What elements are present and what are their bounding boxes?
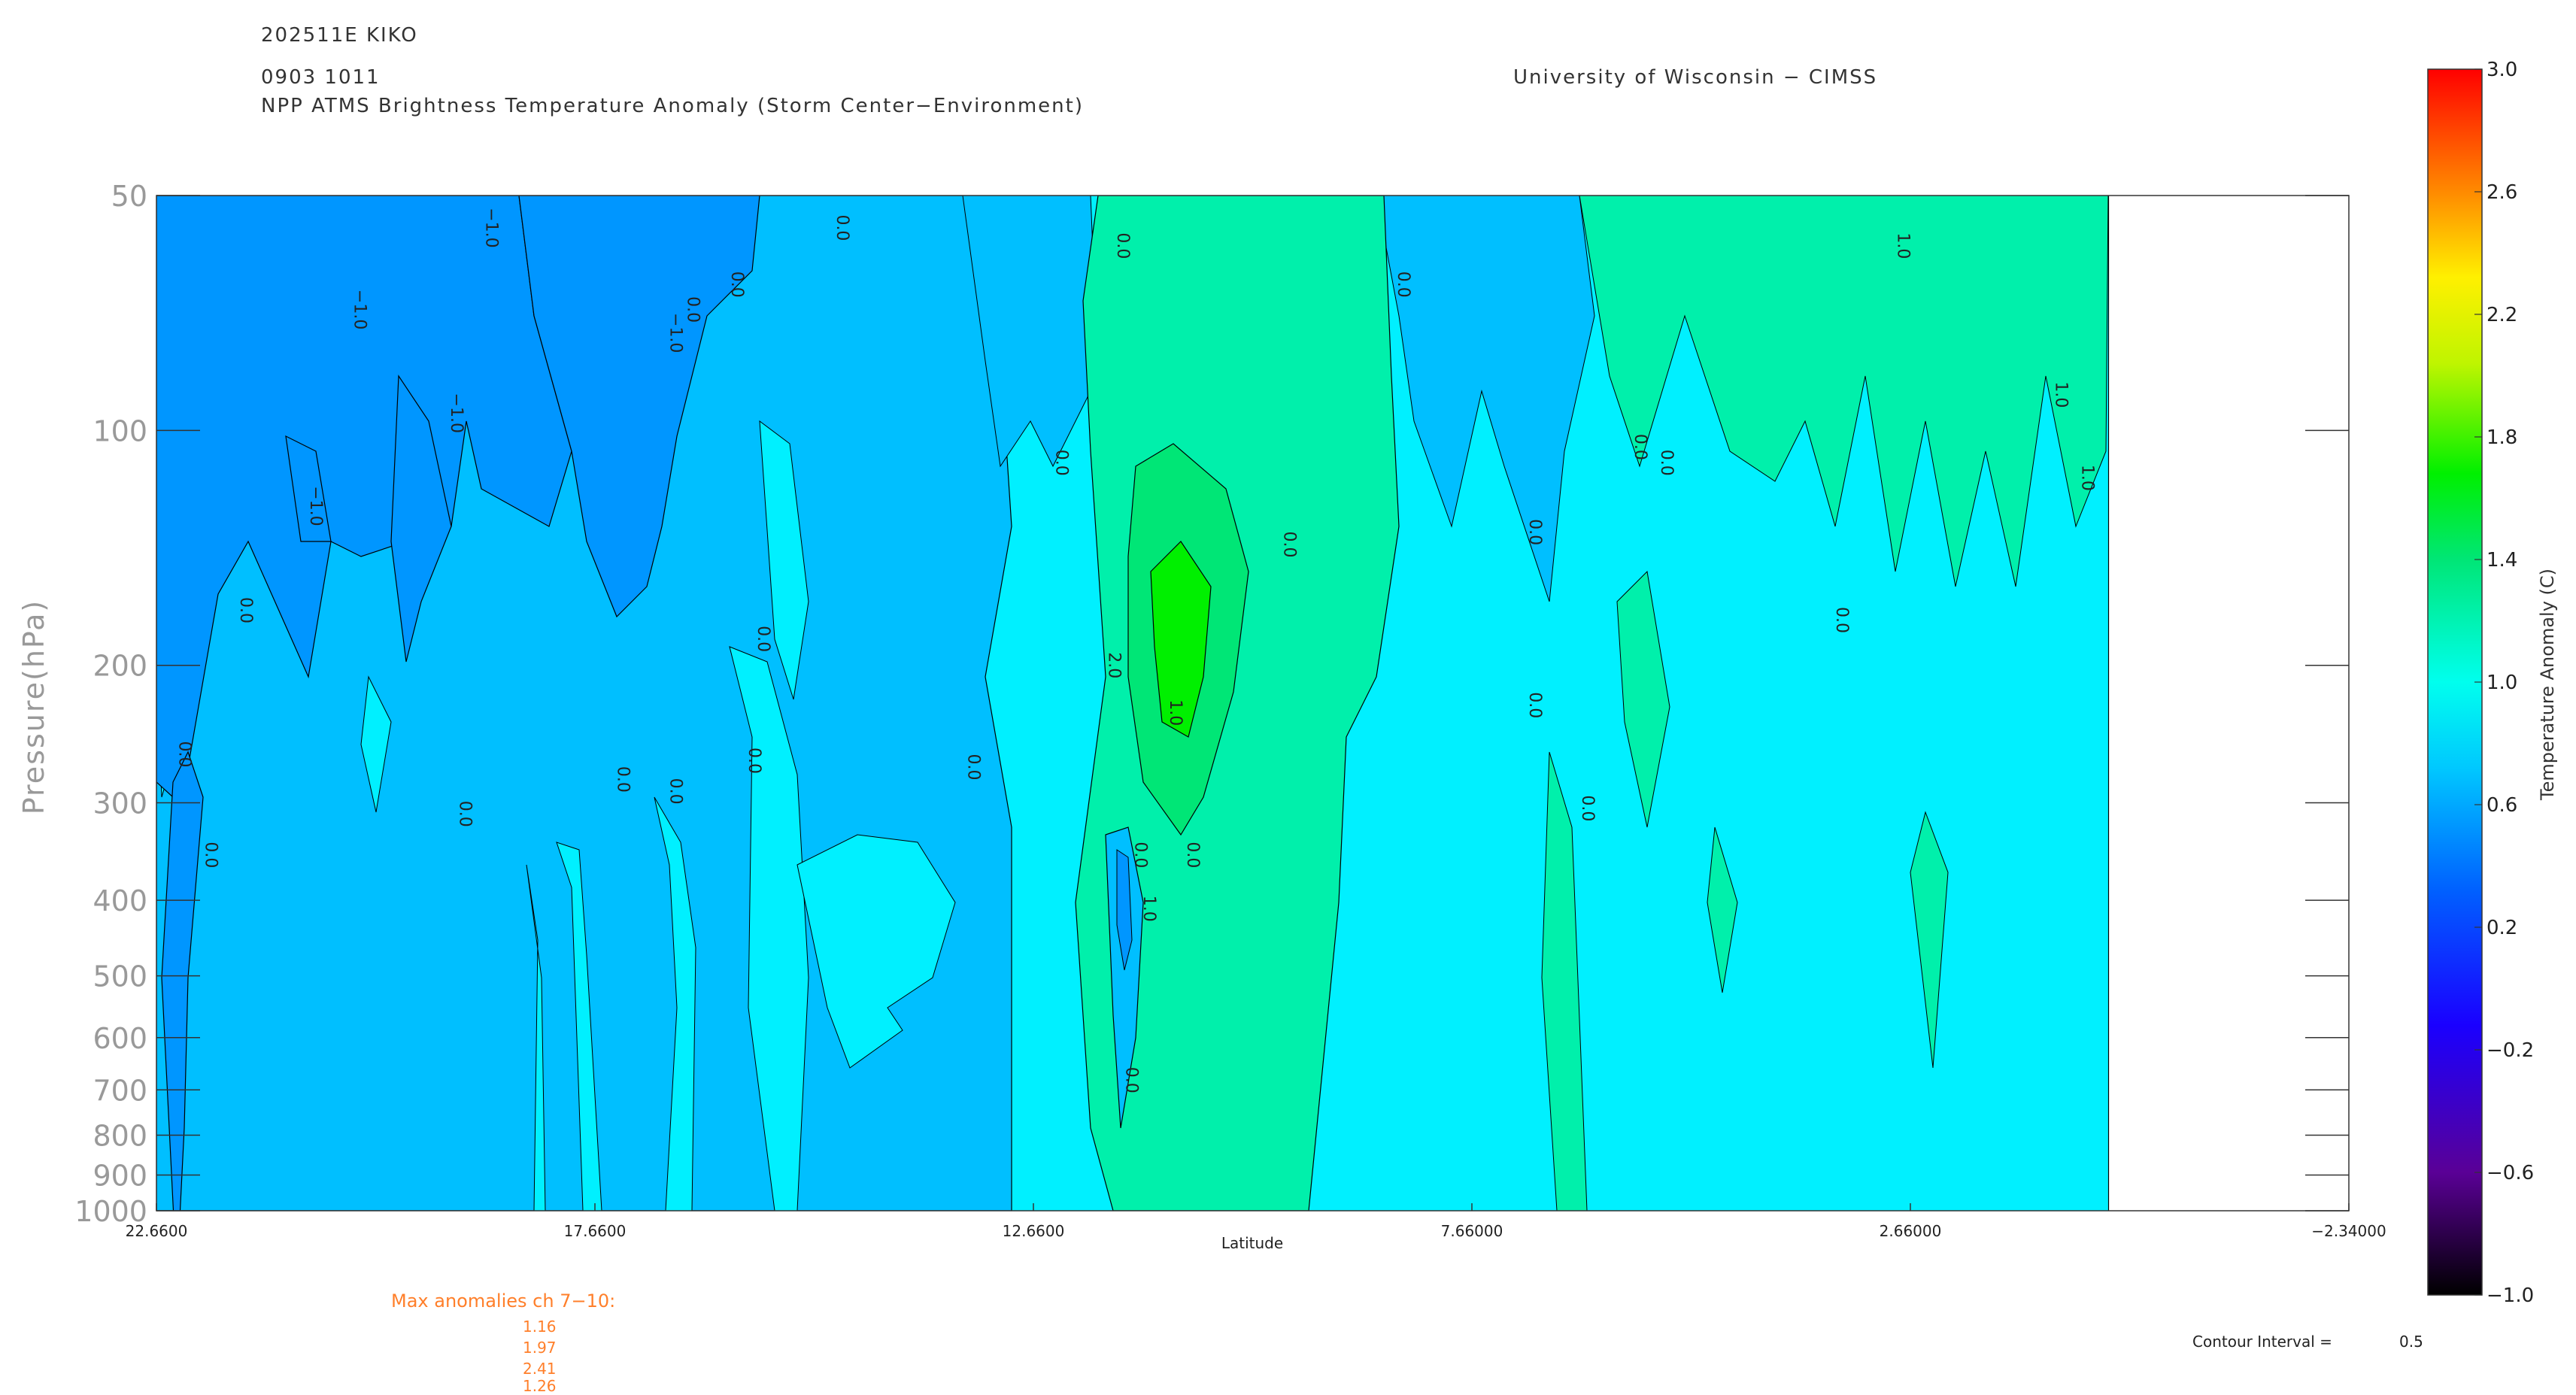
- datetime: 0903 1011: [261, 66, 381, 89]
- plot-frame: [156, 195, 2350, 1212]
- contour-label: 0.0: [1279, 531, 1298, 557]
- x-tick-label: 22.6600: [126, 1222, 188, 1240]
- contour-label: −1.0: [447, 393, 466, 433]
- y-tick-label: 800: [93, 1119, 147, 1152]
- contour-label: −1.0: [350, 290, 369, 329]
- max-anomaly-value: 1.16: [523, 1318, 557, 1336]
- contour-label: 1.0: [1166, 699, 1185, 726]
- y-tick-label: 400: [93, 884, 147, 917]
- contour-label: 0.0: [201, 842, 220, 868]
- colorbar-tick-label: 3.0: [2486, 59, 2517, 81]
- x-tick-label: 7.66000: [1441, 1222, 1503, 1240]
- colorbar-tick-label: 2.2: [2486, 304, 2517, 326]
- y-tick-label: 100: [93, 414, 147, 447]
- colorbar-tick-label: 1.8: [2486, 426, 2517, 449]
- x-tick-label: −2.34000: [2311, 1222, 2386, 1240]
- contour-label: 0.0: [1051, 450, 1070, 476]
- colorbar-tick-label: 0.2: [2486, 917, 2517, 939]
- contour-label: 0.0: [1183, 842, 1202, 868]
- contour-label: 0.0: [455, 801, 474, 827]
- contour-label: 1.0: [1139, 896, 1158, 922]
- contour-label: 0.0: [1631, 434, 1649, 460]
- contour-label: 1.0: [1894, 232, 1913, 259]
- contour-label: −1.0: [481, 208, 500, 247]
- contour-label: 0.0: [236, 597, 255, 623]
- contour-label: 0.0: [1525, 519, 1544, 545]
- max-anomaly-value: 2.41: [523, 1360, 557, 1378]
- contour-label: 0.0: [174, 741, 193, 767]
- contour-label: 2.0: [1104, 652, 1123, 678]
- institution: University of Wisconsin − CIMSS: [1513, 66, 1878, 89]
- y-tick-label: 1000: [74, 1195, 147, 1228]
- anomaly-field: [156, 196, 2349, 1211]
- storm-id: 202511E KIKO: [261, 24, 418, 47]
- x-axis-label: Latitude: [1221, 1234, 1283, 1252]
- y-tick-label: 50: [111, 180, 147, 213]
- contour-label: 0.0: [1394, 271, 1412, 298]
- no-data-region: [2108, 196, 2349, 1211]
- x-tick-label: 2.66000: [1880, 1222, 1942, 1240]
- x-tick-label: 17.6600: [564, 1222, 627, 1240]
- y-tick-label: 600: [93, 1022, 147, 1055]
- y-tick-label: 900: [93, 1160, 147, 1193]
- colorbar-tick-label: 2.6: [2486, 181, 2517, 204]
- max-anomaly-value: 1.26: [523, 1377, 557, 1395]
- y-tick-label: 500: [93, 960, 147, 993]
- contour-label: 0.0: [754, 626, 772, 652]
- contour-label: 0.0: [833, 214, 851, 241]
- contour-label: 0.0: [1657, 450, 1676, 476]
- contour-label: 0.0: [1122, 1067, 1141, 1093]
- max-anomaly-value: 1.97: [523, 1339, 557, 1357]
- contour-label: 0.0: [727, 271, 746, 298]
- contour-interval-value: 0.5: [2399, 1333, 2423, 1351]
- x-tick-label: 12.6600: [1003, 1222, 1065, 1240]
- colorbar-tick-label: −0.6: [2486, 1162, 2534, 1184]
- contour-interval-label: Contour Interval =: [2192, 1333, 2332, 1351]
- contour-label: 0.0: [964, 754, 983, 780]
- y-tick-label: 700: [93, 1074, 147, 1107]
- contour-label: 0.0: [1578, 795, 1597, 821]
- contour-label: 0.0: [666, 778, 684, 805]
- colorbar-tick-label: −0.2: [2486, 1039, 2534, 1062]
- contour-label: 1.0: [2052, 381, 2071, 408]
- contour-label: 1.0: [2078, 465, 2097, 491]
- product-title: NPP ATMS Brightness Temperature Anomaly …: [261, 95, 1084, 117]
- colorbar-label: Temperature Anomaly (C): [2537, 569, 2558, 801]
- colorbar: [2427, 68, 2483, 1296]
- contour-label: 0.0: [1525, 692, 1544, 718]
- colorbar-tick-label: 1.4: [2486, 549, 2517, 572]
- contour-label: −1.0: [666, 313, 684, 353]
- contour-label: 0.0: [684, 296, 702, 323]
- y-tick-label: 300: [93, 787, 147, 820]
- contour-label: 0.0: [745, 748, 763, 774]
- contour-label: 0.0: [1130, 842, 1149, 868]
- colorbar-tick-label: −1.0: [2486, 1284, 2534, 1307]
- y-tick-label: 200: [93, 650, 147, 683]
- contour-label: 0.0: [1832, 607, 1851, 633]
- colorbar-tick-label: 0.6: [2486, 794, 2517, 817]
- contour-label: 0.0: [1113, 232, 1132, 259]
- contour-label: 0.0: [613, 766, 632, 793]
- y-axis-label: Pressure(hPa): [17, 599, 50, 815]
- max-anomalies-label: Max anomalies ch 7−10:: [391, 1290, 616, 1312]
- contour-label: −1.0: [306, 486, 325, 526]
- colorbar-tick-label: 1.0: [2486, 672, 2517, 694]
